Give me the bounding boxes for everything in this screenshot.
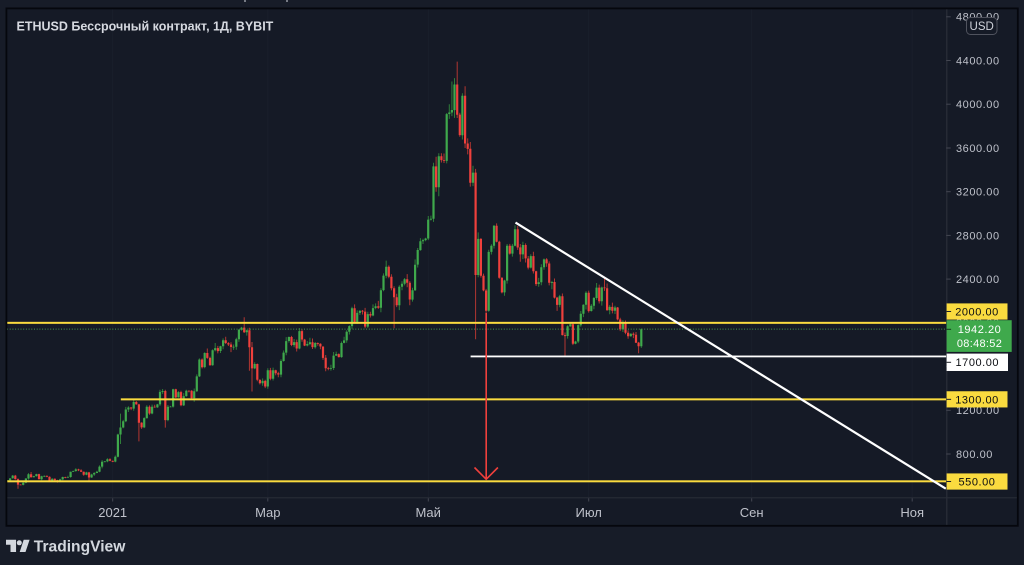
svg-text:08:48:52: 08:48:52	[957, 338, 1002, 350]
svg-text:2400.00: 2400.00	[956, 274, 1000, 286]
svg-text:2021: 2021	[98, 505, 127, 520]
svg-text:4400.00: 4400.00	[956, 55, 1000, 67]
svg-text:Ноя: Ноя	[900, 505, 924, 520]
svg-text:1300.00: 1300.00	[955, 394, 999, 406]
svg-text:2800.00: 2800.00	[956, 230, 1000, 242]
svg-text:1200.00: 1200.00	[956, 405, 1000, 417]
svg-text:3200.00: 3200.00	[956, 187, 1000, 199]
svg-text:TradingView: TradingView	[34, 538, 126, 555]
svg-text:Май: Май	[415, 505, 440, 520]
svg-text:Июл: Июл	[575, 505, 601, 520]
svg-text:4000.00: 4000.00	[956, 99, 1000, 111]
svg-text:1942.20: 1942.20	[958, 324, 1002, 336]
svg-text:Сен: Сен	[740, 505, 764, 520]
svg-text:550.00: 550.00	[959, 476, 996, 488]
svg-text:ETHUSD Бессрочный контракт, 1Д: ETHUSD Бессрочный контракт, 1Д, BYBIT	[17, 20, 274, 34]
svg-text:800.00: 800.00	[956, 449, 993, 461]
svg-text:Мар: Мар	[255, 505, 280, 520]
svg-text:1700.00: 1700.00	[955, 357, 999, 369]
svg-text:3600.00: 3600.00	[956, 143, 1000, 155]
svg-text:2000.00: 2000.00	[955, 306, 999, 318]
svg-text:USD: USD	[970, 21, 994, 33]
